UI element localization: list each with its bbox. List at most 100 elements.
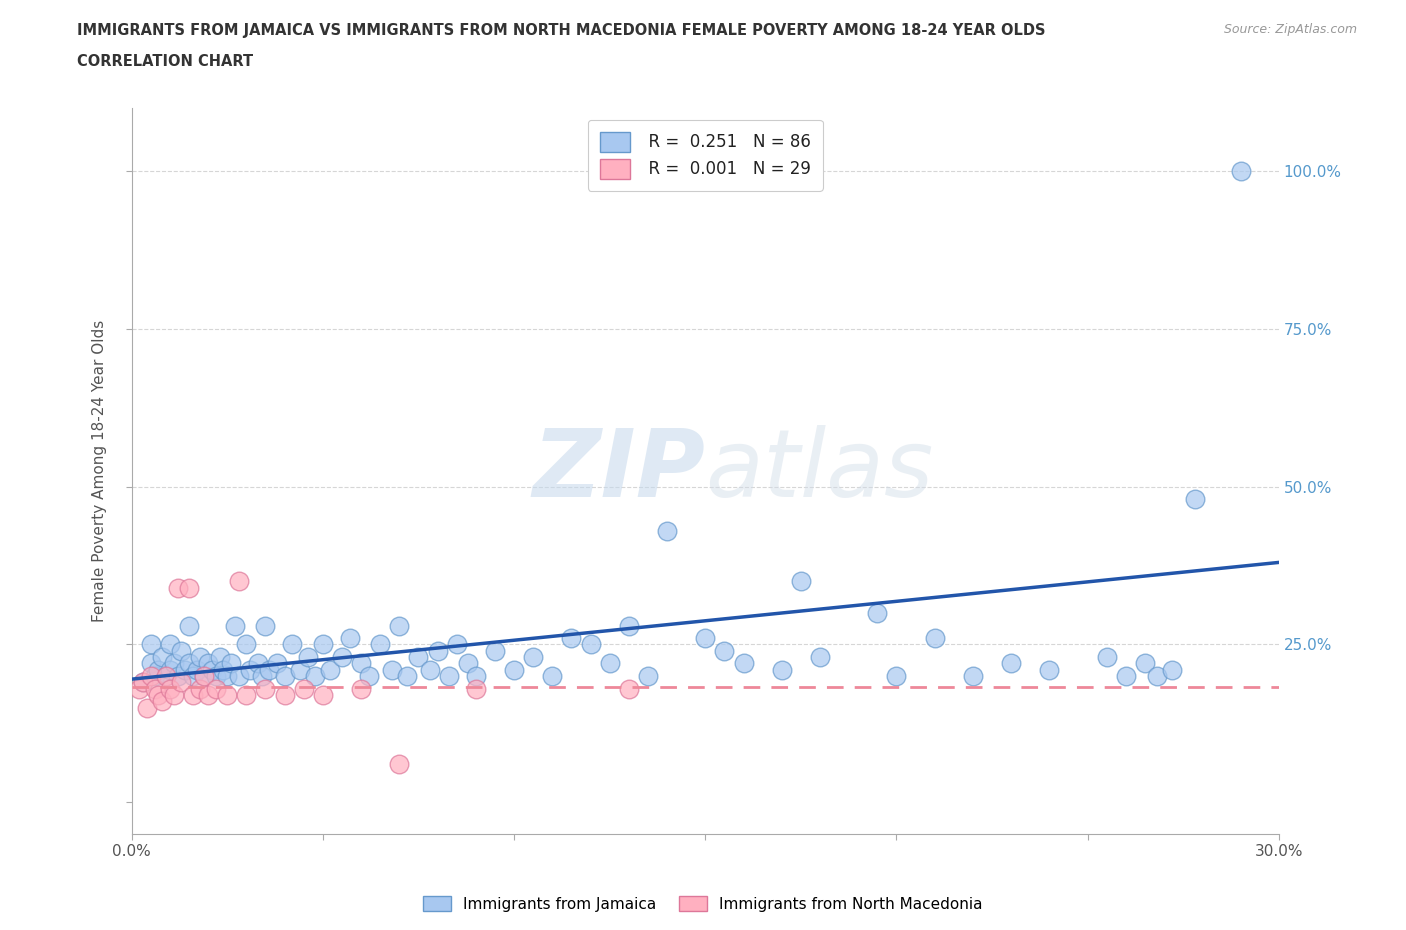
Point	[190, 650, 212, 665]
Point	[163, 656, 186, 671]
Point	[201, 662, 224, 677]
Point	[170, 675, 193, 690]
Point	[177, 656, 200, 671]
Point	[304, 669, 326, 684]
Point	[446, 637, 468, 652]
Point	[193, 669, 215, 684]
Point	[224, 618, 246, 633]
Point	[541, 669, 564, 684]
Point	[143, 669, 166, 684]
Point	[312, 637, 335, 652]
Point	[1160, 662, 1182, 677]
Point	[136, 700, 159, 715]
Point	[484, 644, 506, 658]
Point	[1095, 650, 1118, 665]
Point	[174, 662, 197, 677]
Point	[560, 631, 582, 645]
Point	[246, 656, 269, 671]
Point	[181, 669, 204, 684]
Point	[235, 637, 257, 652]
Point	[312, 687, 335, 702]
Point	[617, 618, 640, 633]
Point	[695, 631, 717, 645]
Point	[426, 644, 449, 658]
Point	[177, 618, 200, 633]
Point	[297, 650, 319, 665]
Point	[139, 637, 162, 652]
Point	[1133, 656, 1156, 671]
Point	[457, 656, 479, 671]
Point	[319, 662, 342, 677]
Point	[503, 662, 526, 677]
Point	[155, 669, 177, 684]
Point	[357, 669, 380, 684]
Point	[1229, 164, 1251, 179]
Point	[1146, 669, 1168, 684]
Point	[1115, 669, 1137, 684]
Point	[339, 631, 361, 645]
Point	[170, 644, 193, 658]
Point	[235, 687, 257, 702]
Point	[368, 637, 391, 652]
Legend: Immigrants from Jamaica, Immigrants from North Macedonia: Immigrants from Jamaica, Immigrants from…	[418, 889, 988, 918]
Point	[388, 618, 411, 633]
Point	[1000, 656, 1022, 671]
Point	[655, 524, 678, 538]
Point	[197, 687, 219, 702]
Point	[637, 669, 659, 684]
Point	[186, 662, 208, 677]
Point	[150, 650, 173, 665]
Text: ZIP: ZIP	[533, 425, 706, 517]
Point	[962, 669, 984, 684]
Point	[388, 757, 411, 772]
Point	[599, 656, 621, 671]
Point	[617, 681, 640, 696]
Point	[273, 669, 295, 684]
Point	[228, 574, 250, 589]
Point	[239, 662, 262, 677]
Point	[212, 662, 235, 677]
Point	[155, 669, 177, 684]
Point	[464, 681, 486, 696]
Point	[408, 650, 430, 665]
Point	[166, 669, 188, 684]
Point	[177, 580, 200, 595]
Point	[132, 675, 155, 690]
Point	[204, 681, 226, 696]
Point	[292, 681, 315, 696]
Point	[790, 574, 813, 589]
Point	[166, 580, 188, 595]
Point	[713, 644, 735, 658]
Point	[128, 681, 150, 696]
Point	[219, 656, 242, 671]
Text: IMMIGRANTS FROM JAMAICA VS IMMIGRANTS FROM NORTH MACEDONIA FEMALE POVERTY AMONG : IMMIGRANTS FROM JAMAICA VS IMMIGRANTS FR…	[77, 23, 1046, 38]
Point	[381, 662, 404, 677]
Point	[522, 650, 544, 665]
Point	[350, 656, 373, 671]
Point	[288, 662, 311, 677]
Point	[163, 687, 186, 702]
Point	[132, 675, 155, 690]
Text: Source: ZipAtlas.com: Source: ZipAtlas.com	[1223, 23, 1357, 36]
Point	[808, 650, 831, 665]
Point	[217, 687, 239, 702]
Point	[197, 656, 219, 671]
Y-axis label: Female Poverty Among 18-24 Year Olds: Female Poverty Among 18-24 Year Olds	[93, 320, 107, 622]
Point	[924, 631, 946, 645]
Point	[254, 681, 277, 696]
Point	[254, 618, 277, 633]
Point	[217, 669, 239, 684]
Point	[281, 637, 304, 652]
Point	[150, 694, 173, 709]
Point	[208, 650, 231, 665]
Point	[437, 669, 460, 684]
Point	[770, 662, 793, 677]
Point	[1038, 662, 1060, 677]
Point	[395, 669, 418, 684]
Point	[350, 681, 373, 696]
Point	[419, 662, 441, 677]
Point	[139, 656, 162, 671]
Point	[193, 669, 215, 684]
Text: CORRELATION CHART: CORRELATION CHART	[77, 54, 253, 69]
Point	[464, 669, 486, 684]
